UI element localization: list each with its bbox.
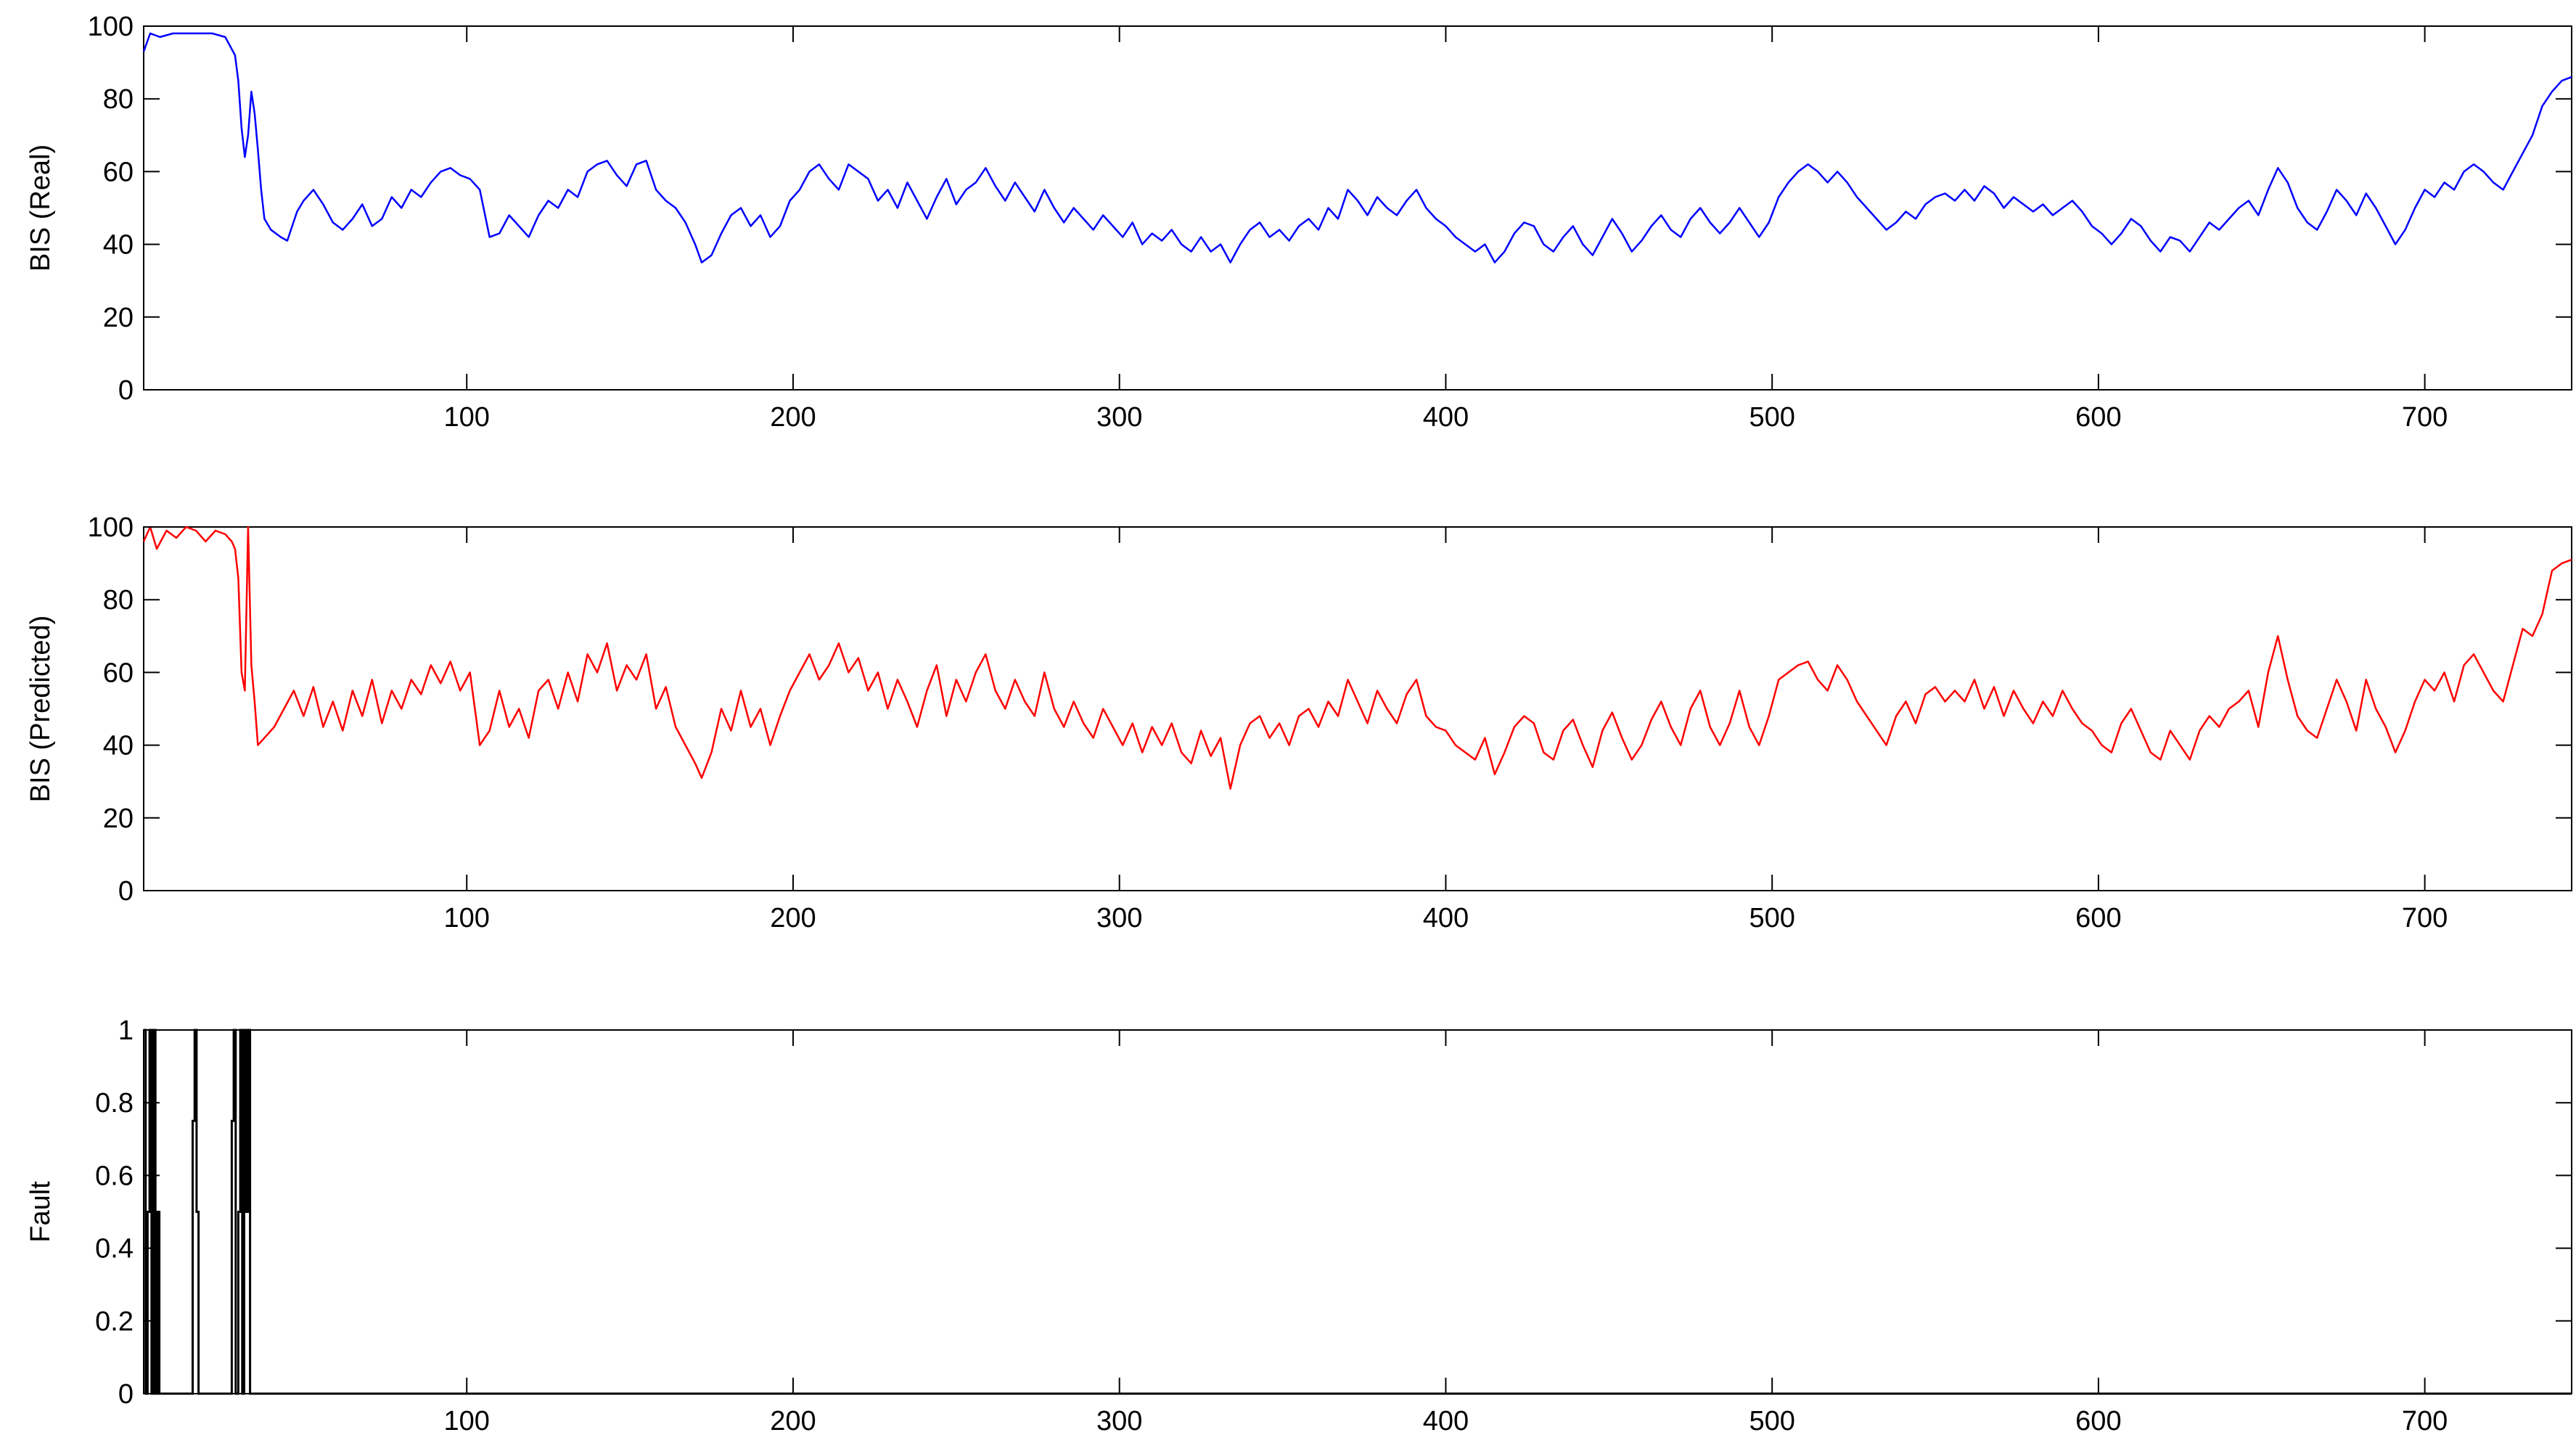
x-tick-label: 700 xyxy=(2402,903,2448,933)
y-tick-label: 0.2 xyxy=(95,1307,134,1337)
y-tick-label: 0.8 xyxy=(95,1088,134,1119)
y-tick-label: 60 xyxy=(103,157,134,187)
series-line-bis-predicted xyxy=(142,526,2572,790)
tick-labels: 100 200 300 400 500 600 700 0 0.2 0.4 0.6 0.8 1 xyxy=(95,1015,2448,1436)
tick-labels: 100 200 300 400 500 600 700 0 20 40 60 80 100 xyxy=(88,12,2448,433)
x-tick-label: 100 xyxy=(444,903,490,933)
subplot-bis-real: 100 200 300 400 500 600 700 0 20 40 60 80 100 BIS (R… xyxy=(25,12,2572,433)
y-axis-label: Fault xyxy=(25,1181,56,1243)
x-tick-label: 200 xyxy=(770,903,816,933)
tick-marks xyxy=(144,526,2572,891)
x-tick-label: 300 xyxy=(1096,402,1142,433)
y-tick-label: 20 xyxy=(103,303,134,333)
x-tick-label: 600 xyxy=(2075,903,2121,933)
y-tick-label: 20 xyxy=(103,804,134,834)
subplot-fault: 100 200 300 400 500 600 700 0 0.2 0.4 0.6 0.8 1 Faul… xyxy=(25,1015,2572,1436)
y-tick-label: 0.6 xyxy=(95,1161,134,1191)
x-tick-label: 400 xyxy=(1423,402,1469,433)
x-tick-label: 400 xyxy=(1423,903,1469,933)
y-tick-label: 0 xyxy=(118,876,134,907)
x-tick-label: 200 xyxy=(770,1406,816,1436)
y-tick-label: 60 xyxy=(103,658,134,688)
x-tick-label: 700 xyxy=(2402,1406,2448,1436)
y-tick-label: 40 xyxy=(103,230,134,261)
tick-marks xyxy=(144,25,2572,391)
x-tick-label: 500 xyxy=(1749,1406,1794,1436)
x-tick-label: 600 xyxy=(2075,1406,2121,1436)
axes-box xyxy=(143,25,2572,391)
y-tick-label: 40 xyxy=(103,731,134,761)
y-axis-label: BIS (Predicted) xyxy=(25,616,56,803)
y-tick-label: 80 xyxy=(103,84,134,115)
x-tick-label: 300 xyxy=(1096,903,1142,933)
y-tick-label: 0.4 xyxy=(95,1234,134,1264)
x-tick-label: 100 xyxy=(444,402,490,433)
x-tick-label: 200 xyxy=(770,402,816,433)
subplot-bis-predicted: 100 200 300 400 500 600 700 0 20 40 60 80 100 BIS (P… xyxy=(25,512,2572,933)
axes-box xyxy=(143,526,2572,891)
axes-box xyxy=(143,1029,2572,1394)
x-tick-label: 700 xyxy=(2402,402,2448,433)
y-tick-label: 100 xyxy=(88,512,134,543)
y-tick-label: 100 xyxy=(88,12,134,42)
x-tick-label: 600 xyxy=(2075,402,2121,433)
x-tick-label: 400 xyxy=(1423,1406,1469,1436)
tick-labels: 100 200 300 400 500 600 700 0 20 40 60 80 100 xyxy=(88,512,2448,933)
x-tick-label: 500 xyxy=(1749,903,1794,933)
series-line-bis-real xyxy=(142,32,2572,263)
y-tick-label: 80 xyxy=(103,585,134,616)
x-tick-label: 100 xyxy=(444,1406,490,1436)
y-tick-label: 0 xyxy=(118,1379,134,1410)
tick-marks xyxy=(144,1029,2572,1394)
y-axis-label: BIS (Real) xyxy=(25,144,56,271)
y-tick-label: 0 xyxy=(118,375,134,406)
x-tick-label: 500 xyxy=(1749,402,1794,433)
y-tick-label: 1 xyxy=(118,1015,134,1046)
x-tick-label: 300 xyxy=(1096,1406,1142,1436)
series-line-fault xyxy=(144,1029,2572,1395)
